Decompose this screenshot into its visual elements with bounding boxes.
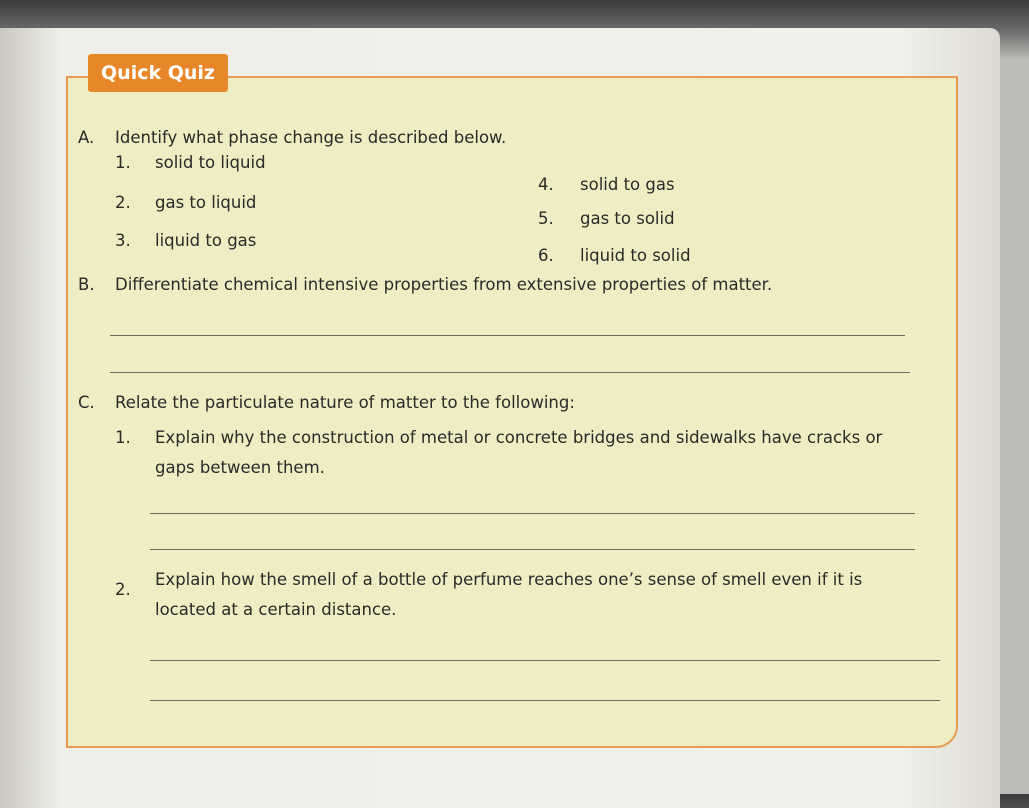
item-text: Explain how the smell of a bottle of per… xyxy=(155,570,863,619)
item-text: Explain why the construction of metal or… xyxy=(155,428,883,477)
section-label: C. xyxy=(78,393,95,412)
quiz-box xyxy=(66,76,958,748)
answer-line xyxy=(150,700,940,701)
item-text: liquid to solid xyxy=(580,246,691,265)
item-number: 1. xyxy=(115,428,131,447)
item-number: 5. xyxy=(538,209,554,228)
item-number: 1. xyxy=(115,153,131,172)
answer-line xyxy=(150,660,940,661)
section-instruction: Identify what phase change is described … xyxy=(115,128,507,147)
item-number: 6. xyxy=(538,246,554,265)
item-number: 2. xyxy=(115,580,131,599)
item-text: gas to liquid xyxy=(155,193,257,212)
section-label: A. xyxy=(78,128,95,147)
section-label: B. xyxy=(78,275,95,294)
item-text: gas to solid xyxy=(580,209,675,228)
item-text: liquid to gas xyxy=(155,231,257,250)
answer-line xyxy=(110,372,910,373)
item-number: 3. xyxy=(115,231,131,250)
item-text: solid to liquid xyxy=(155,153,266,172)
answer-line xyxy=(150,513,915,514)
quiz-title: Quick Quiz xyxy=(88,54,228,92)
item-text: solid to gas xyxy=(580,175,675,194)
item-number: 4. xyxy=(538,175,554,194)
section-instruction: Relate the particulate nature of matter … xyxy=(115,393,575,412)
section-instruction: Differentiate chemical intensive propert… xyxy=(115,275,773,294)
answer-line xyxy=(110,335,905,336)
answer-line xyxy=(150,549,915,550)
item-number: 2. xyxy=(115,193,131,212)
